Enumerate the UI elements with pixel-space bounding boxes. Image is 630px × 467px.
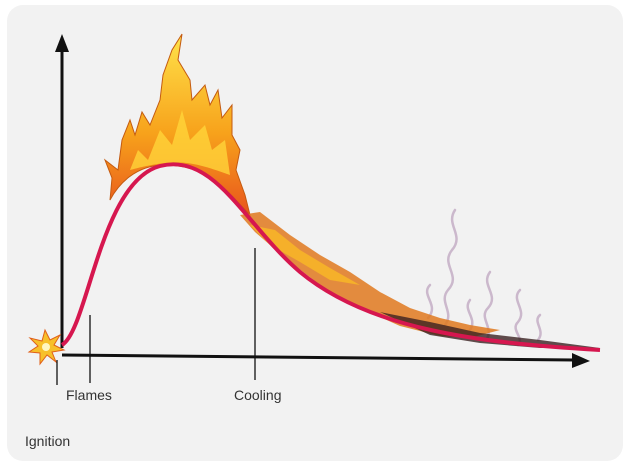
embers — [240, 212, 500, 338]
x-axis — [61, 353, 575, 362]
cooling-label: Cooling — [234, 387, 281, 403]
ignition-burst — [27, 328, 66, 366]
flames-art — [103, 33, 251, 217]
flames-inner — [130, 110, 230, 175]
embers-glow — [250, 225, 360, 285]
fire-curve — [60, 162, 601, 352]
flames-label: Flames — [66, 387, 112, 403]
ignition-label: Ignition — [25, 433, 70, 449]
y-axis-arrow — [55, 34, 69, 52]
x-axis-arrow — [572, 353, 590, 368]
